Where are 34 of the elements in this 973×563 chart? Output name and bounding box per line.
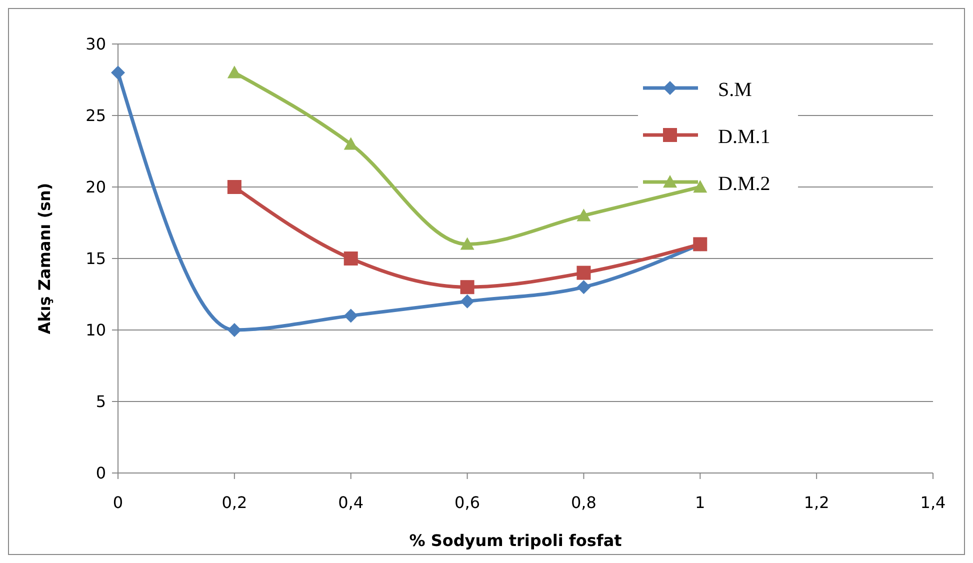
point	[227, 323, 242, 337]
point	[693, 180, 708, 193]
y-tick-label: 20	[86, 178, 106, 197]
point	[227, 66, 242, 78]
x-tick-label: 1,2	[804, 493, 830, 512]
point	[344, 137, 358, 150]
y-tick-label: 30	[86, 34, 106, 54]
x-tick-label: 0,6	[454, 493, 480, 512]
point	[344, 252, 358, 266]
point	[344, 308, 358, 323]
point	[576, 266, 591, 280]
legend-label: D.M.2	[718, 173, 770, 195]
point	[111, 66, 125, 80]
point	[227, 180, 242, 194]
point	[460, 294, 474, 308]
x-tick-label: 0,2	[222, 493, 248, 512]
y-tick-label: 0	[96, 464, 106, 483]
y-tick-label: 15	[86, 249, 106, 268]
point	[460, 237, 474, 250]
x-tick-label: 0,4	[338, 493, 364, 512]
x-tick-label: 1,4	[920, 493, 946, 512]
y-axis-title: Akış Zamanı (sn)	[35, 182, 54, 334]
point	[576, 280, 591, 294]
x-tick-label: 0	[112, 493, 124, 512]
point	[576, 208, 591, 222]
x-tick-label: 1	[695, 493, 706, 512]
point	[460, 280, 474, 294]
x-tick-label: 0,8	[570, 493, 596, 512]
y-tick-label: 25	[86, 106, 106, 126]
x-axis-title: % Sodyum tripoli fosfat	[409, 531, 622, 550]
y-tick-label: 5	[96, 392, 106, 412]
legend-label: D.M.1	[718, 126, 770, 148]
y-tick-label: 10	[86, 320, 106, 340]
legend-label: S.M	[718, 79, 752, 101]
